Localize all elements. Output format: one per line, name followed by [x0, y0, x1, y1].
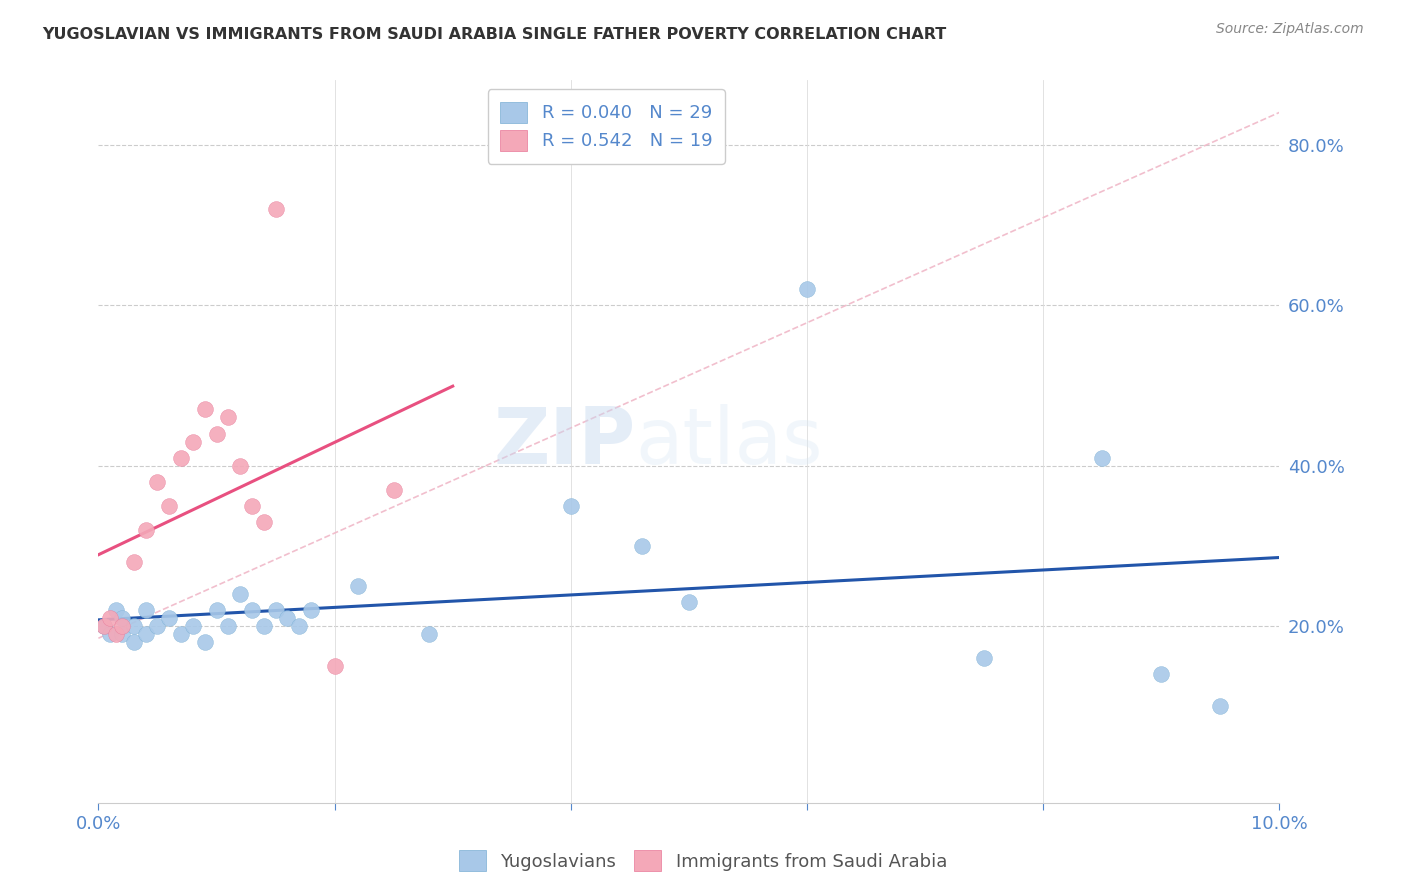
Point: [630, 539, 652, 553]
Point: [93, 619, 115, 633]
Point: [170, 450, 193, 465]
Point: [194, 635, 217, 649]
Point: [157, 499, 180, 513]
Point: [229, 587, 252, 601]
Point: [240, 603, 263, 617]
Point: [347, 579, 370, 593]
Point: [264, 202, 287, 216]
Point: [418, 627, 440, 641]
Point: [229, 458, 252, 473]
Point: [93, 619, 115, 633]
Point: [146, 619, 169, 633]
Point: [181, 434, 204, 449]
Point: [796, 282, 818, 296]
Text: ZIP: ZIP: [494, 403, 636, 480]
Point: [1150, 667, 1173, 681]
Point: [288, 619, 311, 633]
Point: [181, 619, 204, 633]
Point: [678, 595, 700, 609]
Point: [205, 603, 228, 617]
Point: [205, 426, 228, 441]
Point: [157, 611, 180, 625]
Point: [240, 499, 263, 513]
Point: [105, 603, 128, 617]
Point: [253, 515, 276, 529]
Point: [299, 603, 322, 617]
Point: [111, 611, 134, 625]
Text: atlas: atlas: [636, 403, 824, 480]
Point: [264, 603, 287, 617]
Legend: R = 0.040   N = 29, R = 0.542   N = 19: R = 0.040 N = 29, R = 0.542 N = 19: [488, 89, 725, 163]
Point: [382, 483, 405, 497]
Point: [111, 619, 134, 633]
Point: [122, 635, 145, 649]
Point: [170, 627, 193, 641]
Point: [122, 555, 145, 569]
Point: [98, 611, 121, 625]
Point: [276, 611, 298, 625]
Point: [1209, 699, 1232, 714]
Point: [135, 603, 157, 617]
Point: [135, 523, 157, 537]
Point: [135, 627, 157, 641]
Legend: Yugoslavians, Immigrants from Saudi Arabia: Yugoslavians, Immigrants from Saudi Arab…: [451, 843, 955, 879]
Point: [253, 619, 276, 633]
Point: [560, 499, 582, 513]
Point: [105, 627, 128, 641]
Text: Source: ZipAtlas.com: Source: ZipAtlas.com: [1216, 22, 1364, 37]
Point: [146, 475, 169, 489]
Point: [323, 659, 346, 673]
Point: [194, 402, 217, 417]
Point: [98, 627, 121, 641]
Point: [122, 619, 145, 633]
Text: YUGOSLAVIAN VS IMMIGRANTS FROM SAUDI ARABIA SINGLE FATHER POVERTY CORRELATION CH: YUGOSLAVIAN VS IMMIGRANTS FROM SAUDI ARA…: [42, 27, 946, 42]
Point: [111, 627, 134, 641]
Point: [217, 410, 239, 425]
Point: [973, 651, 995, 665]
Point: [1091, 450, 1114, 465]
Point: [217, 619, 239, 633]
